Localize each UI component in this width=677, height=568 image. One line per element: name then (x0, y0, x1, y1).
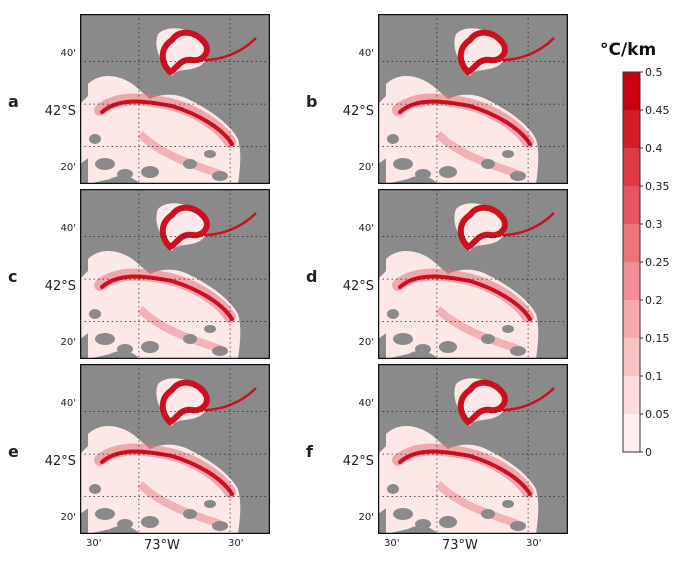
colorbar-tick-label: 0.25 (645, 256, 670, 269)
lat-tick-label: 40' (358, 223, 374, 234)
lon-tick-label: 30' (228, 538, 244, 549)
colorbar-tick-label: 0.1 (645, 370, 663, 383)
colorbar-segment (623, 338, 640, 376)
map-field (79, 13, 271, 185)
colorbar-segment (623, 376, 640, 414)
map-panel-e (79, 363, 271, 535)
map-panel-d (377, 188, 569, 360)
colorbar-segment (623, 224, 640, 262)
colorbar: °C/km 0.5 0.45 0.4 0.35 0.3 0.25 0.2 0.15 0.1 0.0… (590, 40, 670, 460)
map-field (377, 13, 569, 185)
map-field (377, 188, 569, 360)
map-field (377, 363, 569, 535)
colorbar-segment (623, 414, 640, 452)
lat-tick-label: 20' (60, 512, 76, 523)
colorbar-segment (623, 110, 640, 148)
lon-tick-label: 30' (86, 538, 102, 549)
colorbar-tick-label: 0.4 (645, 142, 663, 155)
colorbar-tick-label: 0.45 (645, 104, 670, 117)
panel-letter: f (306, 442, 313, 461)
lat-tick-label: 42°S (342, 279, 374, 294)
lon-tick-label: 73°W (144, 538, 180, 553)
colorbar-tick-label: 0.2 (645, 294, 663, 307)
lat-tick-label: 40' (60, 223, 76, 234)
lat-tick-label: 42°S (342, 454, 374, 469)
lon-tick-label: 30' (384, 538, 400, 549)
map-field (79, 188, 271, 360)
lat-tick-label: 40' (358, 48, 374, 59)
lon-tick-label: 30' (526, 538, 542, 549)
map-field (79, 363, 271, 535)
colorbar-title: °C/km (600, 40, 657, 60)
colorbar-tick-label: 0.5 (645, 68, 663, 79)
colorbar-tick-label: 0.35 (645, 180, 670, 193)
panel-letter: b (306, 92, 318, 111)
lat-tick-label: 40' (60, 398, 76, 409)
panel-letter: a (8, 92, 19, 111)
colorbar-scale: 0.5 0.45 0.4 0.35 0.3 0.25 0.2 0.15 0.1 0.05 0 (622, 68, 670, 459)
lat-tick-label: 42°S (44, 454, 76, 469)
map-panel-f (377, 363, 569, 535)
map-panel-b (377, 13, 569, 185)
lat-tick-label: 42°S (44, 104, 76, 119)
colorbar-segment (623, 186, 640, 224)
colorbar-tick-label: 0.05 (645, 408, 670, 421)
colorbar-segment (623, 148, 640, 186)
colorbar-tick-label: 0 (645, 446, 652, 459)
panel-letter: c (8, 267, 18, 286)
map-panel-a (79, 13, 271, 185)
colorbar-tick-label: 0.3 (645, 218, 663, 231)
map-panel-c (79, 188, 271, 360)
lat-tick-label: 42°S (44, 279, 76, 294)
lat-tick-label: 20' (358, 337, 374, 348)
colorbar-segment (623, 262, 640, 300)
lon-tick-label: 73°W (442, 538, 478, 553)
lat-tick-label: 20' (358, 162, 374, 173)
lat-tick-label: 42°S (342, 104, 374, 119)
lat-tick-label: 20' (358, 512, 374, 523)
lat-tick-label: 40' (60, 48, 76, 59)
colorbar-segment (623, 72, 640, 110)
colorbar-tick-label: 0.15 (645, 332, 670, 345)
panel-letter: e (8, 442, 19, 461)
lat-tick-label: 40' (358, 398, 374, 409)
panel-letter: d (306, 267, 318, 286)
lat-tick-label: 20' (60, 337, 76, 348)
colorbar-segment (623, 300, 640, 338)
lat-tick-label: 20' (60, 162, 76, 173)
